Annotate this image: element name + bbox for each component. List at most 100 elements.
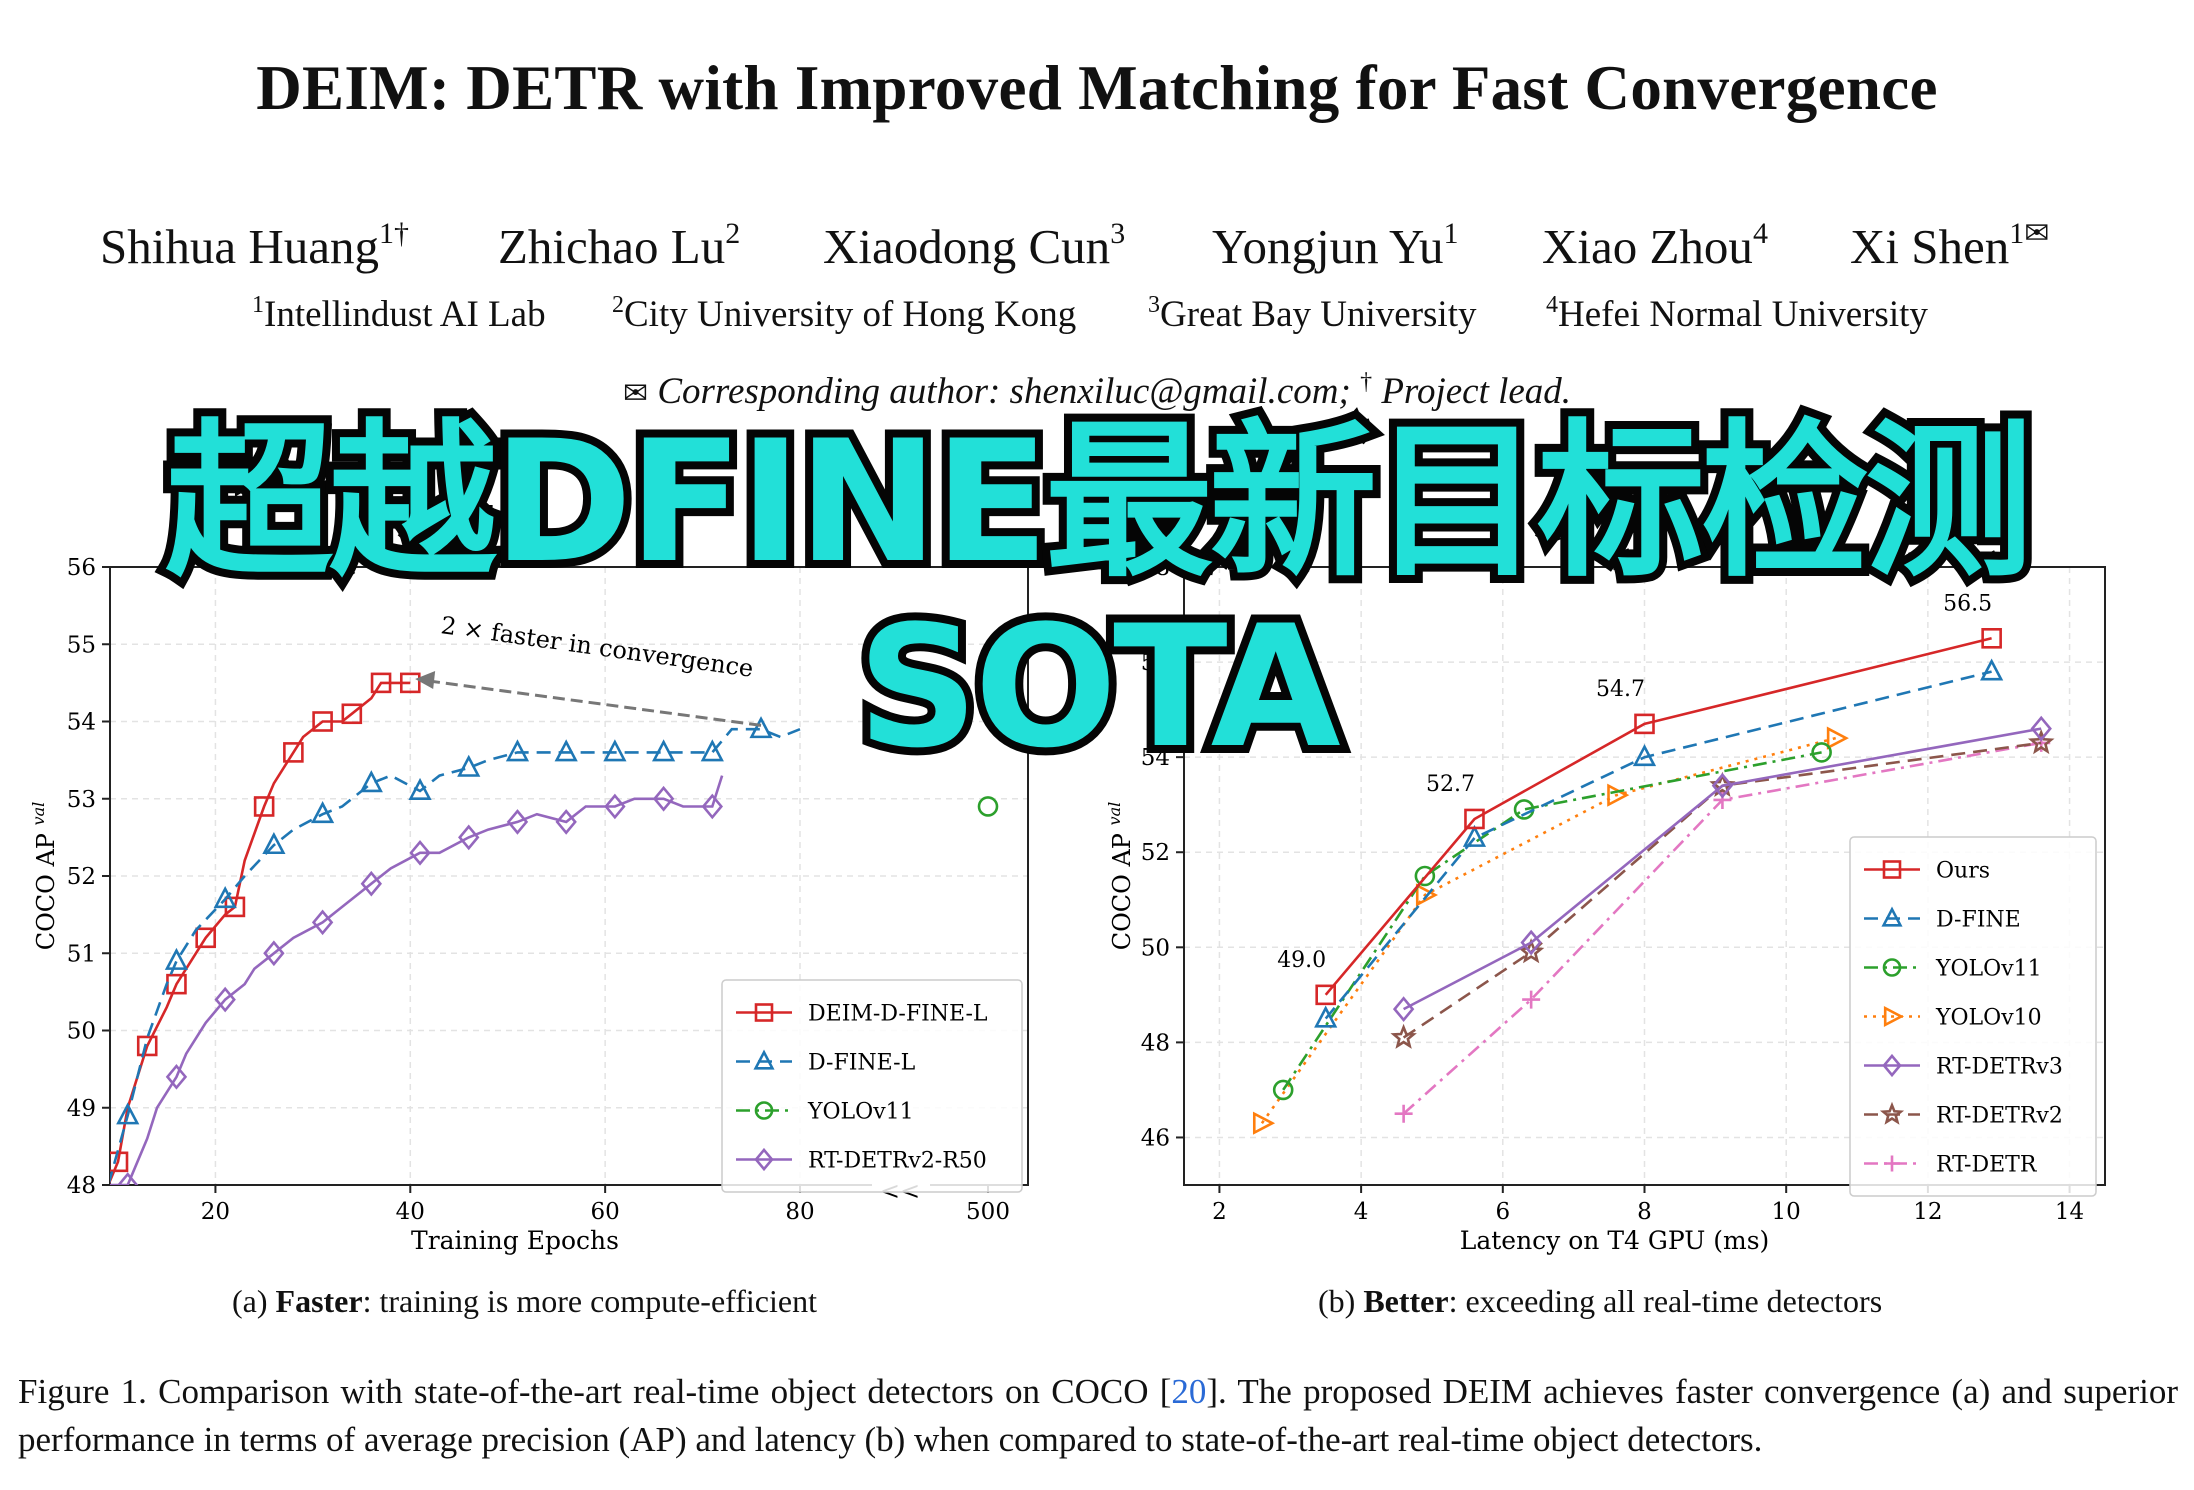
annotation-arrow <box>428 679 762 727</box>
circle-marker <box>754 1101 774 1120</box>
affiliation: 4Hefei Normal University <box>1546 292 1928 335</box>
legend-label: RT-DETR <box>1936 1153 2038 1178</box>
y-tick-label: 50 <box>67 1019 96 1045</box>
x-tick-label: 8 <box>1637 1199 1652 1225</box>
triangle-marker <box>651 739 676 762</box>
series-line <box>1402 741 2042 1039</box>
plus-marker <box>1713 790 1732 809</box>
diamond-marker <box>506 809 529 835</box>
figure-caption: Figure 1. Comparison with state-of-the-a… <box>18 1372 2178 1459</box>
diamond-marker <box>555 809 577 835</box>
y-axis-label: COCO AP val <box>29 802 60 951</box>
star-marker <box>1517 938 1545 964</box>
y-tick-label: 50 <box>1141 935 1170 961</box>
square-marker <box>341 703 363 725</box>
promo-banner: 超越DFINE最新目标检测SOTA <box>157 402 2041 787</box>
triangle-marker <box>1980 658 2004 681</box>
series-line <box>1402 727 2042 1011</box>
chart-convergence: 48495051525354555620406080500<<Training … <box>29 555 1029 1255</box>
triangle-marker <box>603 739 627 762</box>
arrow-head <box>415 671 436 690</box>
x-tick-label: 40 <box>396 1199 425 1225</box>
legend-label: YOLOv10 <box>1935 1006 2042 1031</box>
triangle-marker <box>505 739 530 762</box>
y-tick-label: 48 <box>67 1173 96 1199</box>
x-tick-label: 10 <box>1772 1199 1801 1225</box>
affiliation: 2City University of Hong Kong <box>612 292 1077 335</box>
y-tick-label: 58 <box>1141 555 1170 581</box>
legend-label: Ours <box>1936 859 1990 884</box>
legend-label: RT-DETRv2 <box>1936 1104 2063 1129</box>
square-marker <box>136 1035 158 1057</box>
y-tick-label: 46 <box>1141 1125 1170 1151</box>
square-marker <box>312 711 333 732</box>
circle-marker <box>1882 958 1902 977</box>
citation-link[interactable]: 20 <box>1171 1372 1207 1411</box>
y-tick-label: 55 <box>67 632 96 658</box>
square-marker <box>399 672 421 694</box>
envelope-icon: ✉ <box>622 376 649 411</box>
triangle-marker <box>262 831 286 855</box>
star-marker <box>2027 728 2055 755</box>
value-annotation: 54.7 <box>1596 677 1645 702</box>
y-tick-label: 48 <box>1141 1030 1170 1056</box>
affiliation: 1Intellindust AI Lab <box>252 292 546 335</box>
diamond-marker <box>165 1064 188 1090</box>
author: Xi Shen1✉ <box>1850 217 2050 275</box>
author: Xiao Zhou4 <box>1542 217 1768 275</box>
subcaption-a: (a) Faster: training is more compute-eff… <box>232 1283 817 1319</box>
x-tick-label: 60 <box>591 1199 620 1225</box>
y-tick-label: 54 <box>1141 745 1170 771</box>
x-tick-label: 6 <box>1495 1199 1510 1225</box>
circle-marker <box>1414 865 1436 887</box>
author: Shihua Huang1† <box>100 217 409 275</box>
triangle-marker <box>1314 1005 1338 1028</box>
diamond-marker <box>360 870 383 897</box>
triangle-marker <box>554 739 578 762</box>
diamond-marker <box>1711 772 1734 799</box>
triangle-marker <box>700 739 724 762</box>
diamond-marker <box>1392 996 1415 1022</box>
x-tick-label: 4 <box>1354 1199 1369 1225</box>
diamond-marker <box>701 793 724 820</box>
diamond-marker <box>1882 1053 1902 1078</box>
series-line <box>1282 751 1822 1091</box>
value-annotation: 52.7 <box>1426 772 1475 797</box>
triangle-right-marker <box>1415 883 1439 907</box>
triangle-marker <box>310 801 335 824</box>
author: Xiaodong Cun3 <box>823 217 1126 275</box>
legend-box <box>1849 836 2097 1197</box>
author: Yongjun Yu1 <box>1212 217 1459 275</box>
legend-label: YOLOv11 <box>807 1100 914 1125</box>
series-group <box>110 672 999 1185</box>
y-tick-label: 56 <box>67 555 96 581</box>
square-marker <box>253 796 275 817</box>
star-marker <box>1879 1101 1905 1125</box>
correspondence-note: ✉ Corresponding author: shenxiluc@gmail.… <box>622 369 1572 412</box>
x-axis-label: Latency on T4 GPU (ms) <box>1460 1226 1770 1255</box>
diamond-marker <box>2030 715 2052 742</box>
value-annotation: 49.0 <box>1277 948 1326 973</box>
y-tick-label: 56 <box>1141 650 1170 676</box>
triangle-marker <box>749 716 773 739</box>
diamond-marker <box>1520 929 1542 956</box>
legend-label: RT-DETRv2-R50 <box>808 1149 987 1174</box>
y-tick-label: 52 <box>67 864 96 890</box>
x-tick-label: 20 <box>201 1199 230 1225</box>
triangle-marker <box>213 886 237 909</box>
triangle-marker <box>1462 824 1487 847</box>
legend-label: D-FINE-L <box>808 1051 916 1076</box>
triangle-right-marker <box>1883 1005 1904 1028</box>
circle-marker <box>1811 742 1832 763</box>
square-marker <box>754 1003 774 1022</box>
square-marker <box>1464 808 1485 830</box>
square-marker <box>1634 713 1655 735</box>
square-marker <box>195 927 216 949</box>
series-line <box>110 681 411 1185</box>
legend-label: RT-DETRv3 <box>1936 1055 2063 1080</box>
triangle-marker <box>164 947 189 970</box>
y-tick-label: 52 <box>1141 840 1170 866</box>
series-line <box>1260 736 1837 1124</box>
triangle-marker <box>457 754 481 777</box>
